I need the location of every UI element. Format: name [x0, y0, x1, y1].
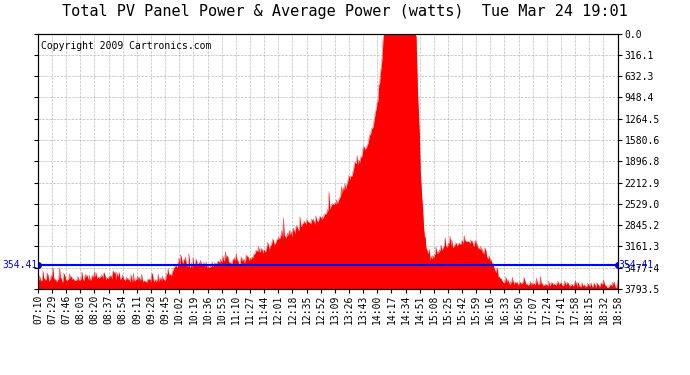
Text: 354.41: 354.41: [618, 260, 653, 270]
Text: Total PV Panel Power & Average Power (watts)  Tue Mar 24 19:01: Total PV Panel Power & Average Power (wa…: [62, 4, 628, 19]
Text: Copyright 2009 Cartronics.com: Copyright 2009 Cartronics.com: [41, 41, 211, 51]
Text: 354.41: 354.41: [2, 260, 37, 270]
